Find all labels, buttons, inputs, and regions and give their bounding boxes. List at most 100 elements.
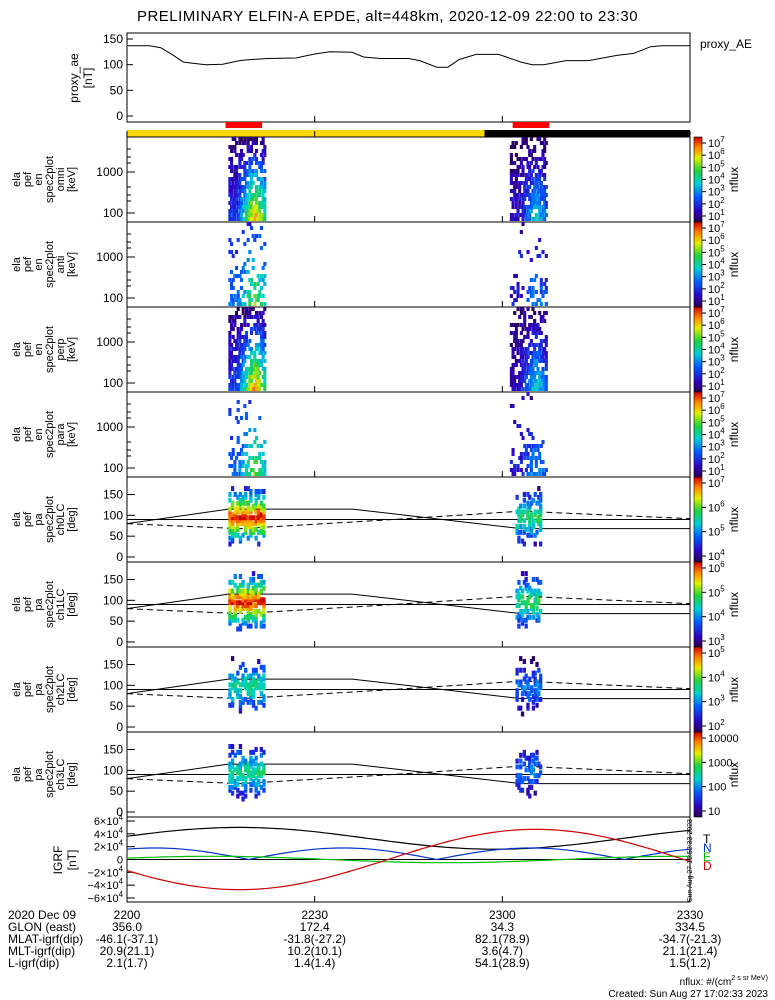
spectrogram-cell: [241, 452, 245, 456]
spectrogram-cell: [526, 189, 530, 193]
pa-spectrogram-cell: [259, 521, 264, 527]
pa-spectrogram-cell: [251, 781, 256, 787]
loss-cone-line: [126, 593, 690, 615]
pa-spectrogram-cell: [529, 779, 534, 784]
pa-spectrogram-cell: [241, 790, 245, 796]
spectrogram-cell: [523, 157, 527, 161]
pa-spectrogram-cell: [524, 600, 528, 606]
pa-spectrogram-cell: [535, 694, 539, 699]
spectrogram-cell: [534, 331, 538, 335]
spectrogram-cell: [239, 302, 244, 306]
spectrogram-cell: [513, 363, 517, 367]
spectrogram-cell: [509, 460, 513, 464]
spectrogram-cell: [259, 302, 264, 306]
spectrogram-cell: [228, 355, 232, 359]
spectrogram-cell: [246, 145, 250, 149]
pa-spectrogram-cell: [520, 538, 525, 544]
spectrogram-cell: [243, 315, 247, 319]
spectrogram-cell: [544, 335, 548, 339]
spectrogram-cell: [524, 383, 528, 387]
spectrogram-cell: [253, 440, 257, 444]
pa-spectrogram-cell: [233, 600, 237, 606]
spectrogram-cell: [538, 468, 542, 472]
spectrogram-cell: [513, 173, 517, 177]
spectrogram-cell: [244, 311, 249, 315]
pa-spectrogram-cell: [262, 696, 266, 702]
pa-spectrogram-cell: [533, 509, 537, 515]
pa-spectrogram-cell: [537, 591, 541, 597]
pa-spectrogram-cell: [249, 526, 253, 532]
panel-ylabel: [deg]: [66, 507, 78, 531]
pa-spectrogram-cell: [515, 529, 519, 535]
pa-spectrogram-cell: [537, 617, 541, 623]
spectrogram-cell: [238, 217, 242, 221]
spectrogram-cell: [519, 355, 523, 359]
spectrogram-cell: [509, 173, 513, 177]
pa-spectrogram-cell: [257, 767, 261, 773]
pa-spectrogram-cell: [236, 781, 240, 787]
spectrogram-cell: [544, 141, 548, 145]
spectrogram-cell: [254, 185, 259, 189]
spectrogram-cell: [246, 185, 250, 189]
pa-spectrogram-cell: [517, 705, 521, 711]
spectrogram-cell: [543, 282, 547, 286]
panel-ylabel: pef: [22, 596, 34, 612]
spectrogram-cell: [258, 416, 262, 420]
spectrogram-cell: [248, 250, 252, 254]
colorbar: [693, 136, 703, 223]
spectrogram-cell: [511, 371, 515, 375]
pa-spectrogram-cell: [259, 515, 264, 521]
pa-spectrogram-cell: [249, 614, 253, 620]
spectrogram-cell: [263, 343, 267, 347]
spectrogram-cell: [531, 177, 535, 181]
spectrogram-cell: [256, 444, 260, 448]
spectrogram-cell: [544, 339, 548, 343]
footer-row-label: MLT-igrf(dip): [8, 944, 75, 958]
spectrogram-cell: [249, 468, 254, 472]
spectrogram-cell: [230, 242, 234, 246]
spectrogram-cell: [228, 213, 232, 217]
spectrogram-cell: [521, 371, 525, 375]
colorbar-tick-label: 102: [708, 451, 725, 466]
energy-ytick-label: 1000: [96, 250, 123, 264]
pa-spectrogram-cell: [537, 614, 541, 620]
colorbar-tick-label: 103: [708, 269, 725, 284]
pa-spectrogram-cell: [254, 597, 258, 603]
spectrogram-cell: [228, 185, 232, 189]
spectrogram-cell: [259, 351, 264, 355]
spectrogram-cell: [534, 359, 538, 363]
spectrogram-cell: [254, 359, 259, 363]
spectrogram-cell: [543, 339, 547, 343]
pa-spectrogram-cell: [246, 688, 250, 694]
spectrogram-cell: [521, 387, 525, 391]
pa-spectrogram-cell: [262, 682, 266, 688]
pa-spectrogram-cell: [262, 609, 266, 614]
pa-spectrogram-cell: [526, 705, 530, 711]
colorbar-title: nflux: [727, 677, 741, 702]
spectrogram-cell: [513, 145, 517, 149]
spectrogram-cell: [238, 331, 242, 335]
spectrogram-cell: [531, 367, 535, 371]
spectrogram-cell: [536, 177, 540, 181]
spectrogram-cell: [230, 270, 234, 274]
spectrogram-cell: [519, 432, 523, 436]
pa-spectrogram-cell: [262, 606, 266, 612]
spectrogram-cell: [243, 185, 247, 189]
spectrogram-cell: [259, 217, 264, 221]
spectrogram-cell: [523, 209, 527, 213]
pa-spectrogram-cell: [531, 767, 536, 773]
spectrogram-cell: [236, 436, 240, 440]
spectrogram-cell: [243, 165, 247, 169]
spectrogram-cell: [243, 359, 247, 363]
spectrogram-cell: [523, 371, 527, 375]
igrf-legend-D: D: [703, 859, 712, 873]
pa-spectrogram-cell: [528, 515, 532, 521]
pa-spectrogram-cell: [244, 696, 248, 702]
pa-spectrogram-cell: [254, 503, 258, 509]
spectrogram-cell: [519, 351, 523, 355]
spectrogram-cell: [236, 185, 240, 189]
pa-spectrogram-cell: [259, 597, 264, 603]
spectrogram-cell: [241, 460, 245, 464]
spectrogram-cell: [239, 379, 244, 383]
pa-spectrogram-cell: [236, 603, 240, 609]
